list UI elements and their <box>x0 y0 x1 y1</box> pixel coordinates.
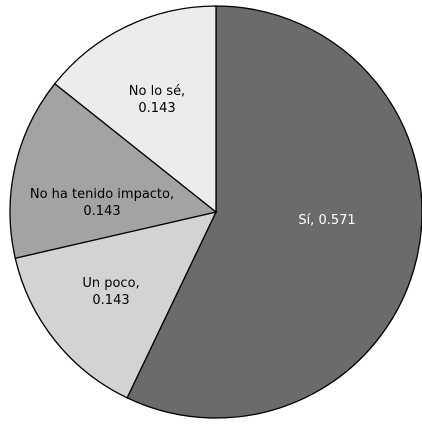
pie-slice-4 <box>53 5 217 214</box>
pie-slices <box>9 5 422 419</box>
pie-labels: Sí, 0.571 Un poco, 0.143 No ha tenido impac… <box>30 84 356 308</box>
pie-slice-label-1: Sí, 0.571 <box>298 213 355 228</box>
pie-slice-label-3: No ha tenido impacto, 0.143 <box>30 187 174 219</box>
pie-slice-label-4: No lo sé, 0.143 <box>129 84 185 116</box>
pie-slice-2 <box>14 211 218 399</box>
pie-slice-3 <box>9 82 218 259</box>
pie-slice-1 <box>126 5 422 419</box>
pie-slice-label-2: Un poco, 0.143 <box>82 276 139 308</box>
